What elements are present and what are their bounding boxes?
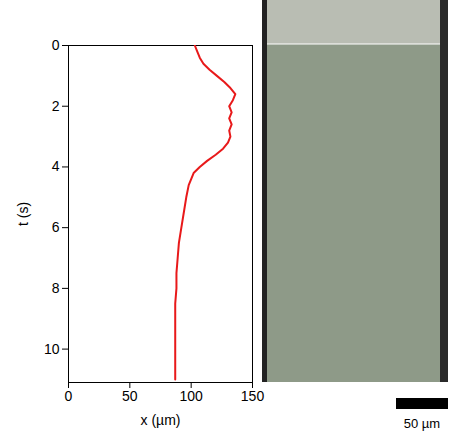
svg-text:4: 4 <box>52 158 60 174</box>
svg-text:8: 8 <box>52 280 60 296</box>
svg-text:100: 100 <box>179 388 203 404</box>
svg-text:50 µm: 50 µm <box>404 416 440 431</box>
svg-text:6: 6 <box>52 219 60 235</box>
svg-text:10: 10 <box>44 341 60 357</box>
svg-text:150: 150 <box>241 388 265 404</box>
svg-text:50: 50 <box>122 388 138 404</box>
svg-text:x (µm): x (µm) <box>141 412 181 428</box>
svg-text:0: 0 <box>65 388 73 404</box>
svg-text:0: 0 <box>52 37 60 53</box>
svg-text:t (s): t (s) <box>15 202 31 226</box>
svg-text:2: 2 <box>52 98 60 114</box>
